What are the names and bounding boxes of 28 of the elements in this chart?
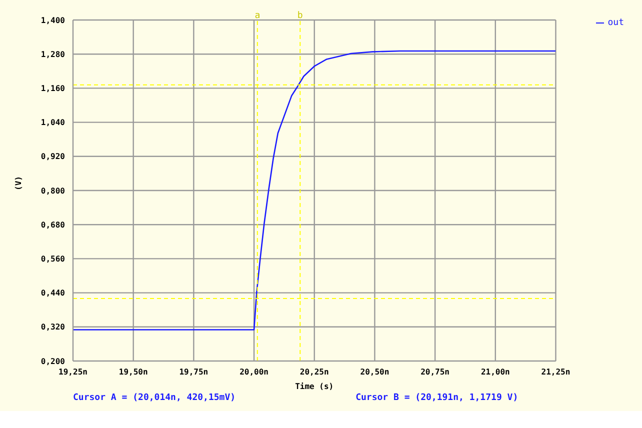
x-tick-label: 20,50n xyxy=(360,368,390,377)
ref-line-label: b xyxy=(297,11,303,21)
line-series xyxy=(73,50,556,330)
x-tick-label: 19,50n xyxy=(118,368,148,377)
x-tick-label: 21,00n xyxy=(480,368,510,377)
text: Cursor B = (20,191n, 1,1719 V) xyxy=(356,393,518,403)
legend-label: out xyxy=(608,18,624,28)
y-tick-label: 1,280 xyxy=(40,50,66,59)
x-tick-label: 21,25n xyxy=(541,368,570,377)
y-tick-label: 1,040 xyxy=(40,118,66,128)
y-tick-label: 0,920 xyxy=(40,152,66,162)
x-axis-title: Time (s) xyxy=(295,382,334,391)
x-tick-label: 19,75n xyxy=(179,368,208,377)
ref-line-label: a xyxy=(254,11,260,21)
y-tick-label: 0,800 xyxy=(40,186,66,196)
y-tick-label: 0,320 xyxy=(40,322,66,332)
x-tick-label: 19,25n xyxy=(58,368,88,377)
y-tick-label: 0,560 xyxy=(40,254,66,264)
y-tick-label: 0,680 xyxy=(40,220,66,230)
x-tick-label: 20,00n xyxy=(240,368,269,377)
y-tick-label: 0,200 xyxy=(40,356,66,366)
y-tick-label: 1,400 xyxy=(40,16,66,25)
y-tick-label: 1,160 xyxy=(40,84,66,94)
y-axis-title: (V) xyxy=(14,176,23,190)
x-tick-label: 20,25n xyxy=(300,368,329,377)
x-tick-label: 20,75n xyxy=(420,368,450,377)
y-tick-label: 0,440 xyxy=(40,288,66,298)
text: Cursor A = (20,014n, 420,15mV) xyxy=(73,393,236,403)
